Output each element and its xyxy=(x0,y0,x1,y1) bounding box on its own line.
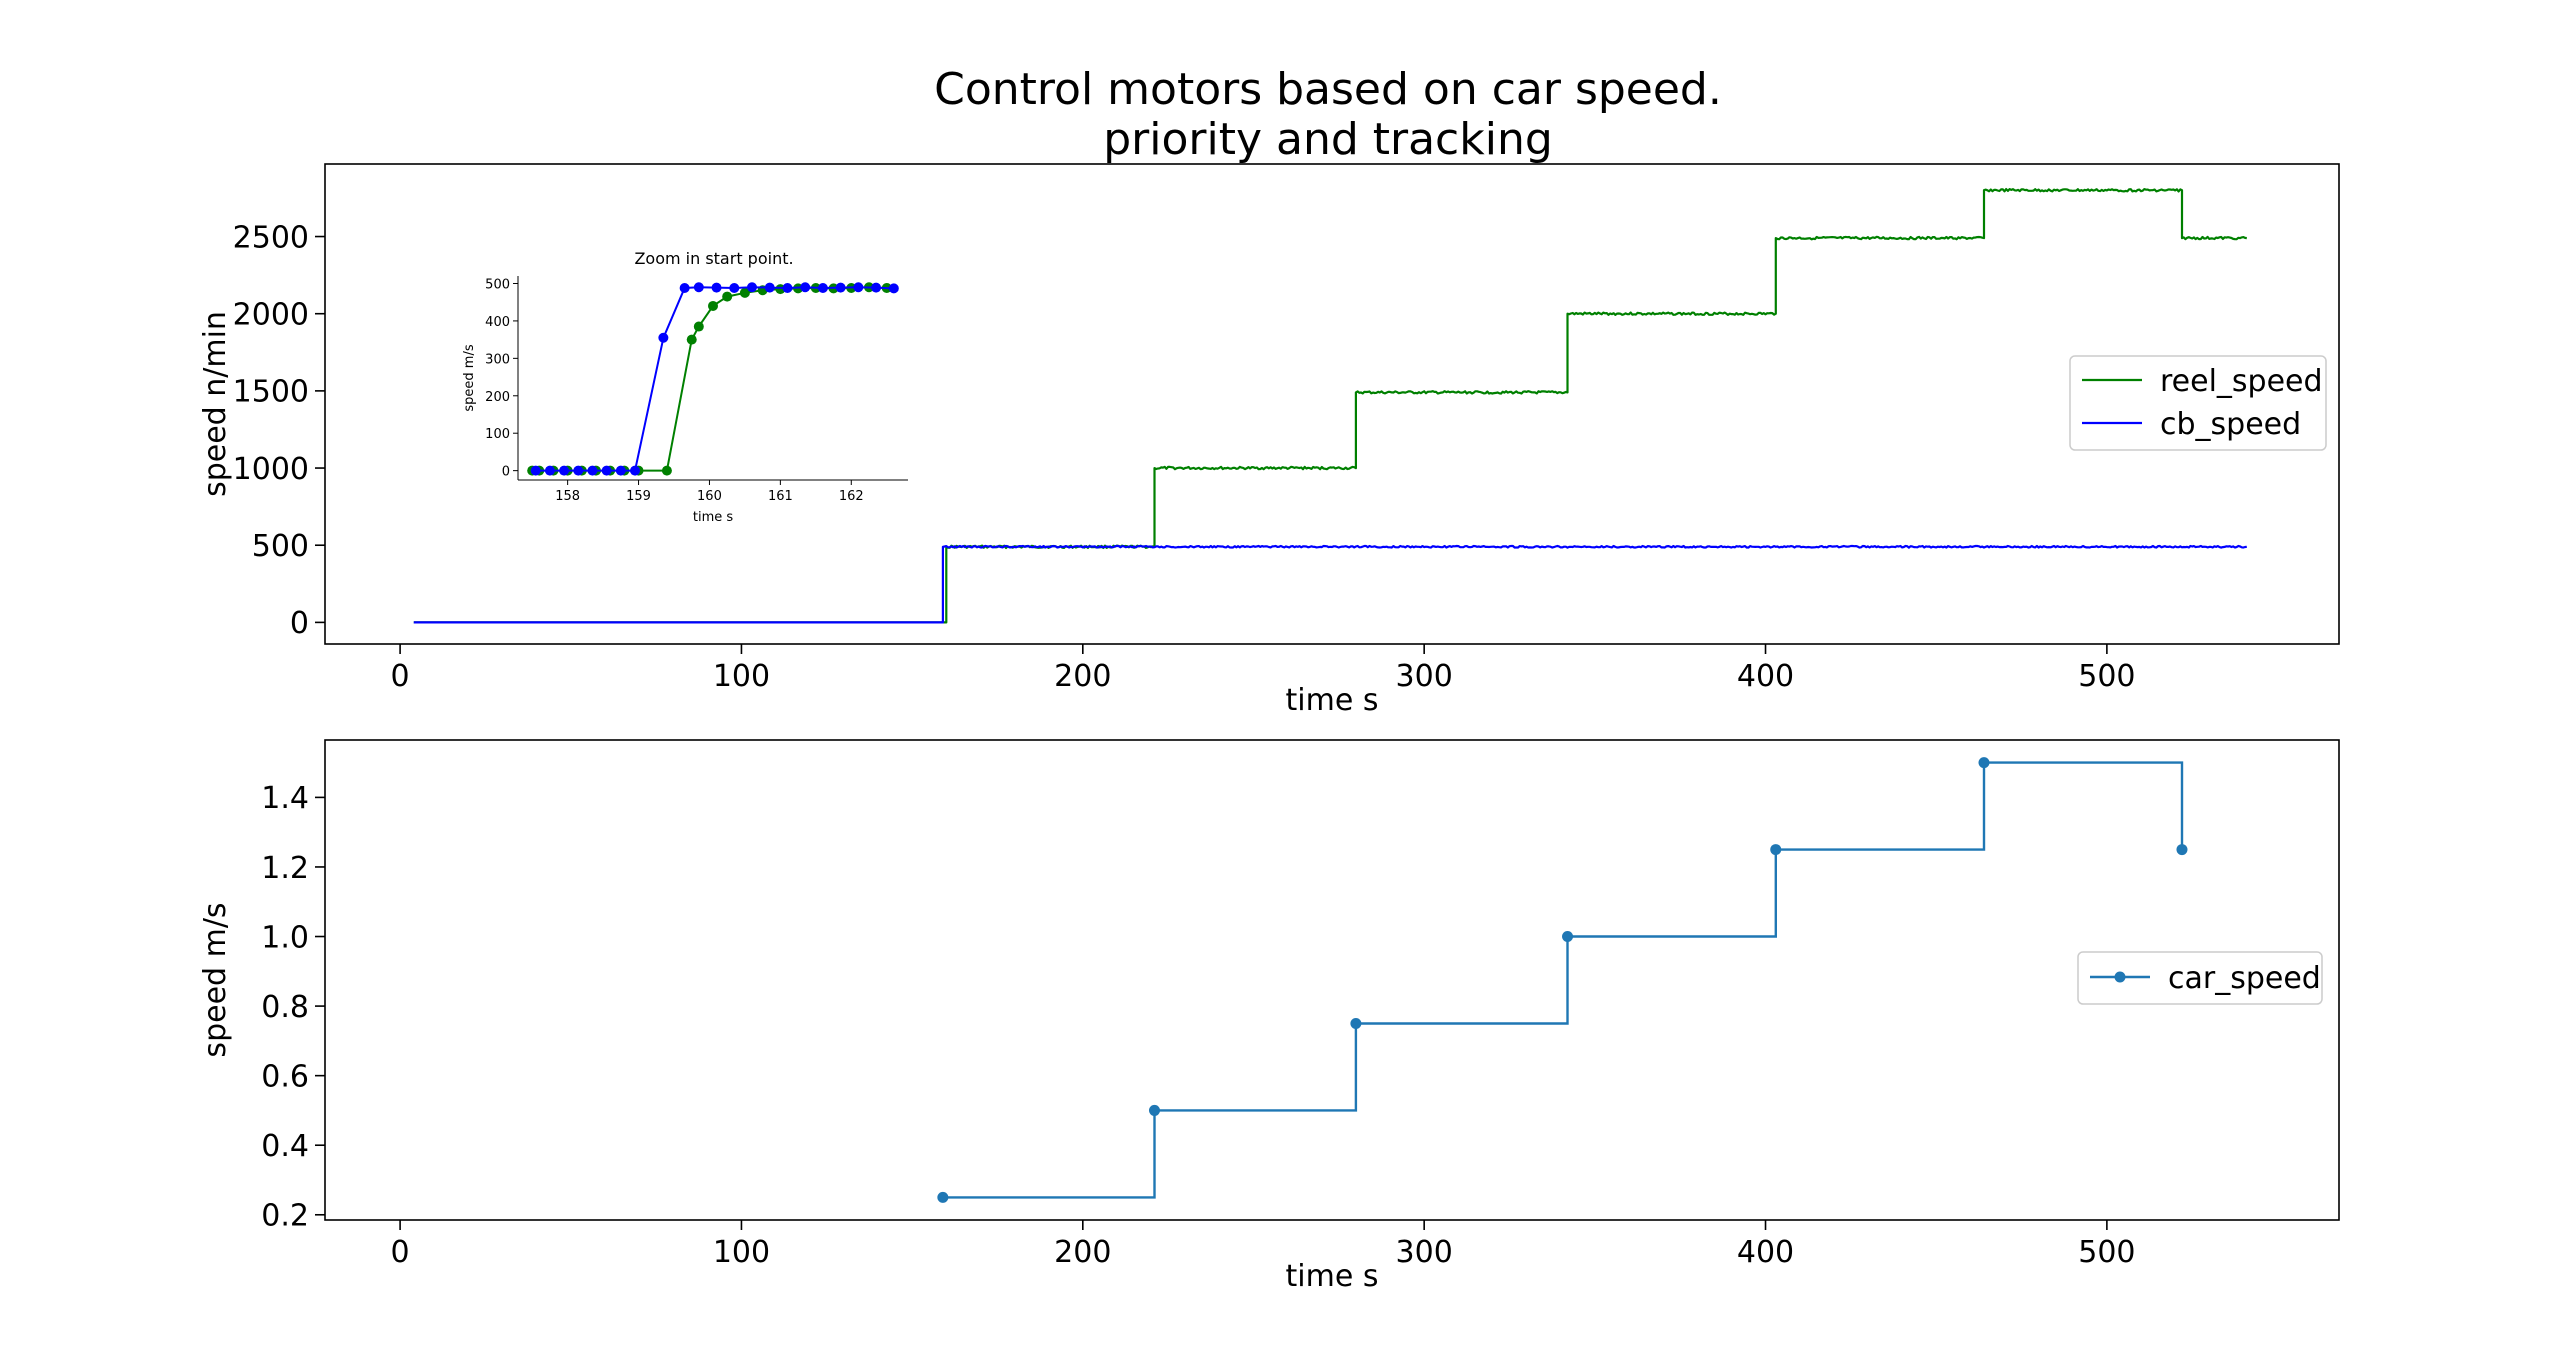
inset-x-axis-label: time s xyxy=(693,510,734,525)
inset-y-tick-label: 0 xyxy=(502,465,510,480)
x-tick-label: 100 xyxy=(713,1235,770,1270)
y-tick-label: 1.4 xyxy=(261,781,309,816)
x-tick-label: 200 xyxy=(1054,1235,1111,1270)
inset-point-cb-speed xyxy=(693,282,704,293)
y-tick-label: 2000 xyxy=(233,298,309,333)
series-line-reel-speed xyxy=(413,188,2247,624)
car-speed-point xyxy=(1770,844,1782,856)
y-tick-label: 0.2 xyxy=(261,1199,309,1234)
y-tick-label: 1.0 xyxy=(261,920,309,955)
car-speed-point xyxy=(1148,1104,1160,1116)
inset-x-tick-label: 160 xyxy=(697,489,722,504)
car-speed-point xyxy=(937,1191,949,1203)
figure-title-line1: Control motors based on car speed. xyxy=(934,64,1722,115)
inset-y-tick-label: 100 xyxy=(485,427,510,442)
legend-marker-car-speed xyxy=(2114,971,2126,983)
inset-point-cb-speed xyxy=(729,282,740,293)
inset-point-cb-speed xyxy=(679,282,690,293)
inset-point-cb-speed xyxy=(888,283,899,294)
inset-point-cb-speed xyxy=(544,465,555,476)
inset-point-cb-speed xyxy=(587,465,598,476)
x-tick-label: 400 xyxy=(1737,659,1794,694)
legend-label-reel-speed: reel_speed xyxy=(2160,364,2323,399)
inset-point-cb-speed xyxy=(530,465,541,476)
inset-x-tick-label: 161 xyxy=(768,489,793,504)
inset-line-reel-speed xyxy=(532,286,887,472)
inset-x-tick-label: 159 xyxy=(626,489,651,504)
inset-x-tick-label: 162 xyxy=(839,489,864,504)
y-tick-label: 2500 xyxy=(233,220,309,255)
y-tick-label: 1500 xyxy=(233,375,309,410)
x-axis-label: time s xyxy=(1286,683,1379,718)
y-tick-label: 1.2 xyxy=(261,851,309,886)
inset-y-tick-label: 200 xyxy=(485,390,510,405)
car-speed-point xyxy=(2176,844,2188,856)
inset-title: Zoom in start point. xyxy=(634,249,793,268)
inset-line-cb-speed xyxy=(535,286,894,472)
inset-point-cb-speed xyxy=(835,282,846,293)
car-speed-point xyxy=(1562,931,1574,943)
inset-point-cb-speed xyxy=(782,282,793,293)
x-tick-label: 300 xyxy=(1396,659,1453,694)
inset-point-reel-speed xyxy=(693,321,704,332)
inset-point-cb-speed xyxy=(559,465,570,476)
inset-point-cb-speed xyxy=(615,465,626,476)
inset-point-reel-speed xyxy=(661,465,672,476)
x-tick-label: 0 xyxy=(391,1235,410,1270)
x-tick-label: 0 xyxy=(391,659,410,694)
inset-y-axis-label: speed m/s xyxy=(462,344,477,411)
y-tick-label: 0.8 xyxy=(261,990,309,1025)
inset-point-cb-speed xyxy=(630,465,640,476)
x-tick-label: 200 xyxy=(1054,659,1111,694)
x-tick-label: 500 xyxy=(2078,659,2135,694)
y-axis-label: speed m/s xyxy=(198,902,233,1057)
inset-point-cb-speed xyxy=(573,465,584,476)
inset-point-reel-speed xyxy=(739,287,750,298)
x-tick-label: 500 xyxy=(2078,1235,2135,1270)
series-line-cb-speed xyxy=(413,544,2247,624)
x-tick-label: 100 xyxy=(713,659,770,694)
x-tick-label: 300 xyxy=(1396,1235,1453,1270)
plot-frame xyxy=(324,163,2340,645)
inset-point-reel-speed xyxy=(686,334,697,345)
y-tick-label: 0 xyxy=(290,606,309,641)
x-tick-label: 400 xyxy=(1737,1235,1794,1270)
inset-point-reel-speed xyxy=(722,291,733,302)
x-axis-label: time s xyxy=(1286,1259,1379,1294)
plot-frame xyxy=(324,739,2340,1221)
inset-y-tick-label: 300 xyxy=(485,352,510,367)
legend-label-car-speed: car_speed xyxy=(2168,961,2321,996)
top-chart: 0 100 200 300 400 50005001000150020002500time… xyxy=(198,163,2340,718)
legend-box xyxy=(2077,951,2323,1005)
legend: car_speed xyxy=(2077,951,2323,1005)
inset-point-cb-speed xyxy=(871,282,882,293)
bottom-chart: 0 100 200 300 400 500 0.2 0.4 0.6 0.8 1.0 1.2 1.4 tim… xyxy=(198,739,2340,1294)
inset-point-reel-speed xyxy=(708,300,718,311)
inset-y-tick-label: 400 xyxy=(485,315,510,330)
legend-label-cb-speed: cb_speed xyxy=(2160,407,2301,442)
car-speed-point xyxy=(1978,757,1990,769)
y-tick-label: 500 xyxy=(252,529,309,564)
inset-x-tick-label: 158 xyxy=(555,489,580,504)
inset-chart: 158 159 160 161 162 0 100 200 300 400 500 Zoom in s… xyxy=(462,249,908,525)
inset-point-cb-speed xyxy=(601,465,612,476)
y-axis-label: speed n/min xyxy=(198,311,233,497)
inset-point-cb-speed xyxy=(800,282,811,293)
y-tick-label: 0.6 xyxy=(261,1059,309,1094)
inset-point-cb-speed xyxy=(764,282,775,293)
inset-point-cb-speed xyxy=(853,282,864,293)
y-tick-label: 1000 xyxy=(233,452,309,487)
inset-point-cb-speed xyxy=(747,282,757,293)
car-speed-point xyxy=(1350,1017,1362,1029)
inset-y-tick-label: 500 xyxy=(485,277,510,292)
car-speed-line xyxy=(942,761,2184,1199)
inset-point-cb-speed xyxy=(711,282,722,293)
figure-title-line2: priority and tracking xyxy=(1103,114,1553,165)
y-tick-label: 0.4 xyxy=(261,1129,309,1164)
inset-point-cb-speed xyxy=(658,332,669,343)
legend: reel_speed cb_speed xyxy=(2069,355,2327,451)
inset-point-cb-speed xyxy=(817,282,828,293)
